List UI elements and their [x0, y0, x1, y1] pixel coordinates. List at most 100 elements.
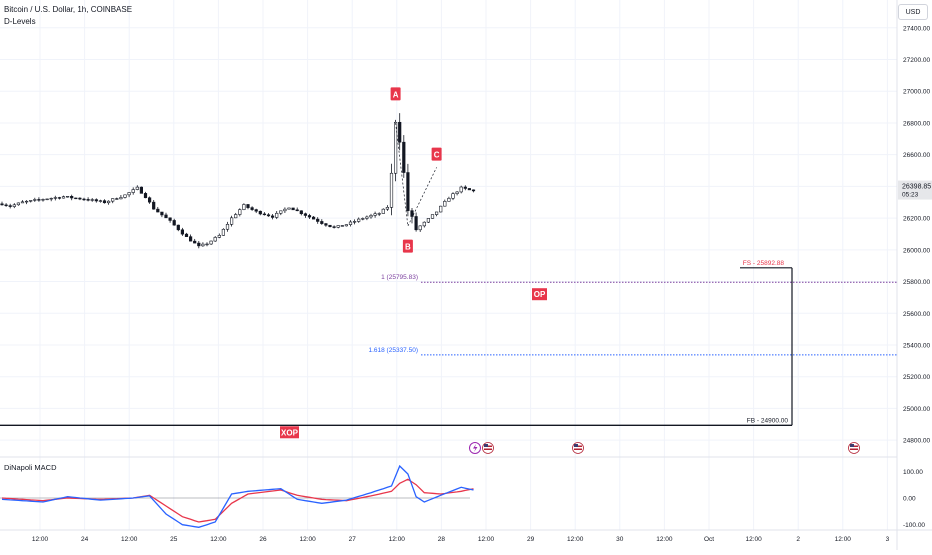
price-tick-label: 24800.00	[903, 438, 930, 445]
candle	[45, 198, 49, 201]
candle	[197, 240, 201, 249]
macd-tick-label: -100.00	[903, 522, 925, 529]
macd-line	[1, 464, 474, 528]
candle	[61, 195, 66, 199]
candle	[389, 163, 394, 216]
candle	[320, 219, 324, 225]
time-tick-label: 12:00	[745, 536, 762, 543]
candle	[307, 213, 312, 219]
price-tick-label: 26800.00	[903, 120, 930, 127]
price-tick-label: 27200.00	[903, 57, 930, 64]
time-tick-label: 12:00	[32, 536, 49, 543]
xop-label: XOP	[280, 426, 299, 439]
candle	[381, 208, 385, 214]
candle	[119, 194, 123, 200]
time-tick-label: 12:00	[210, 536, 227, 543]
candle	[111, 198, 115, 204]
price-tick-label: 27000.00	[903, 89, 930, 96]
indicator-title: D-Levels	[4, 17, 36, 26]
macd-tick-label: 100.00	[903, 469, 923, 476]
svg-text:05:23: 05:23	[902, 192, 919, 199]
candle	[377, 212, 381, 217]
candle	[66, 196, 70, 198]
candle	[434, 211, 439, 217]
candle	[16, 202, 21, 206]
candle	[86, 197, 90, 202]
time-tick-label: Oct	[704, 536, 714, 543]
abc-path	[395, 122, 437, 228]
candle	[324, 223, 328, 227]
fib-level-label: 1 (25795.83)	[381, 274, 418, 281]
candle	[213, 236, 217, 242]
price-tick-label: 26600.00	[903, 152, 930, 159]
time-tick-label: 30	[616, 536, 624, 543]
candle	[57, 196, 61, 200]
candle	[221, 228, 226, 236]
candle	[168, 217, 172, 223]
candle	[139, 186, 144, 194]
candle	[234, 212, 238, 219]
time-tick-label: 12:00	[835, 536, 852, 543]
candle	[369, 213, 373, 219]
candle	[209, 240, 213, 245]
time-tick-label: 12:00	[389, 536, 406, 543]
time-tick-label: 24	[81, 536, 89, 543]
time-tick-label: 12:00	[567, 536, 584, 543]
candle	[447, 196, 451, 202]
us-flag-event-icon	[848, 442, 860, 454]
candle	[82, 197, 86, 201]
us-flag-event-icon	[572, 442, 584, 454]
candle	[70, 194, 74, 201]
candle	[180, 227, 185, 236]
candle	[422, 221, 426, 228]
currency-button[interactable]: USD	[898, 4, 928, 20]
candle	[348, 220, 353, 227]
candle	[361, 217, 365, 221]
candle	[41, 198, 45, 202]
candle	[24, 200, 29, 205]
candle	[402, 135, 406, 178]
macd-title: DiNapoli MACD	[4, 463, 57, 472]
candle	[115, 197, 119, 200]
candle	[410, 207, 414, 224]
candle	[385, 205, 390, 211]
price-tick-label: 26000.00	[903, 247, 930, 254]
candle	[94, 198, 98, 203]
candle	[451, 192, 455, 201]
candle	[8, 203, 12, 209]
candle	[78, 197, 82, 201]
candle	[266, 213, 271, 217]
svg-text:A: A	[393, 90, 399, 99]
candle	[250, 206, 254, 211]
candle	[455, 191, 459, 196]
wave-label-c: C	[431, 147, 442, 161]
macd-signal-line	[1, 478, 474, 523]
price-tick-label: 25000.00	[903, 406, 930, 413]
candle	[406, 163, 410, 217]
candle	[90, 198, 94, 202]
svg-text:OP: OP	[534, 290, 546, 299]
svg-text:26398.85: 26398.85	[902, 184, 931, 191]
candle	[205, 242, 209, 247]
time-tick-label: 26	[259, 536, 267, 543]
candle	[287, 207, 291, 210]
lightning-event-icon	[469, 442, 481, 454]
candle	[439, 205, 443, 213]
candle	[352, 219, 357, 225]
price-tick-label: 27400.00	[903, 25, 930, 32]
candle	[127, 192, 131, 198]
candle	[33, 197, 37, 202]
price-tick-label: 25200.00	[903, 374, 930, 381]
candle	[0, 201, 4, 206]
candle	[201, 242, 205, 247]
candle	[430, 214, 435, 219]
macd-tick-label: 0.00	[903, 496, 916, 503]
candle	[316, 217, 320, 224]
candle	[184, 232, 189, 237]
candle	[4, 203, 8, 207]
time-tick-label: 25	[170, 536, 178, 543]
candle	[291, 207, 295, 211]
